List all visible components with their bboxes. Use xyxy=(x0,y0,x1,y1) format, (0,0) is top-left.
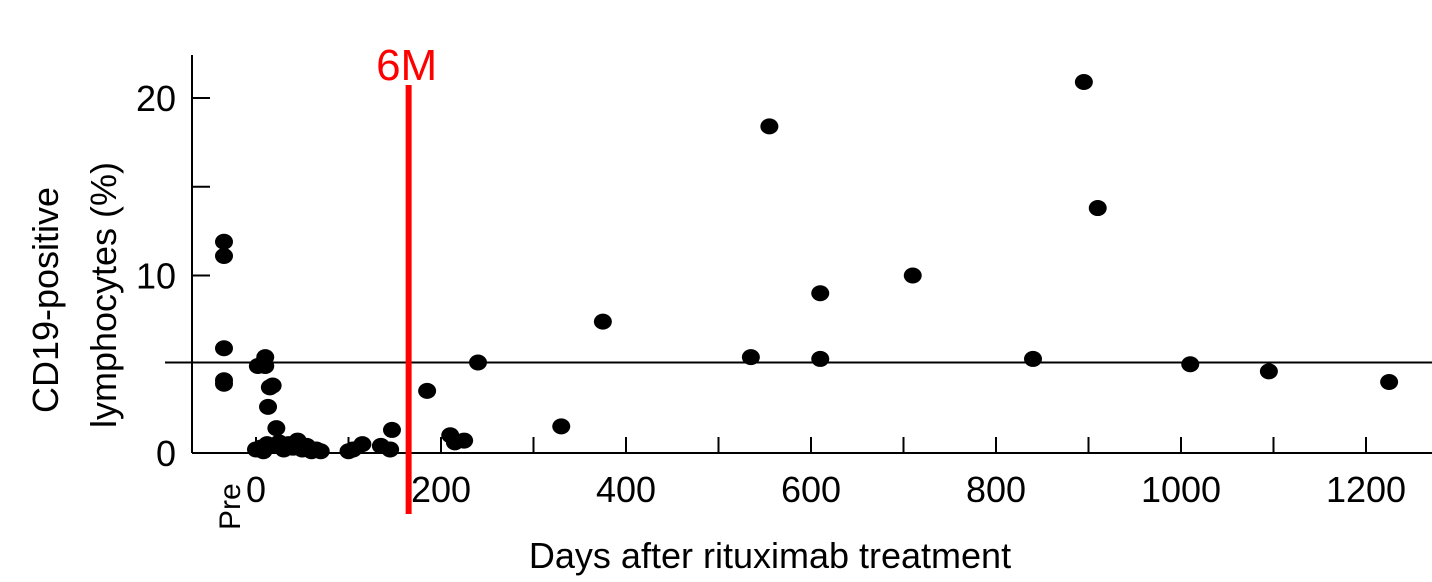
x-tick-label: 1000 xyxy=(1141,469,1221,510)
y-tick-label: 0 xyxy=(156,433,176,474)
data-point xyxy=(469,354,487,371)
data-point xyxy=(1181,356,1200,373)
pre-data-point xyxy=(215,247,233,264)
marker-line-layer: 6M xyxy=(376,41,437,514)
data-point xyxy=(267,420,286,437)
x-tick-label: 1200 xyxy=(1326,469,1406,510)
x-tick-label: 400 xyxy=(596,469,656,510)
data-point xyxy=(381,441,400,458)
data-point xyxy=(382,421,401,438)
data-point xyxy=(811,350,830,367)
y-tick-label: 10 xyxy=(136,256,176,297)
data-points xyxy=(215,74,1399,460)
x-tick-label: 800 xyxy=(966,469,1026,510)
data-point xyxy=(1074,74,1093,91)
x-tick-label: 200 xyxy=(411,469,471,510)
data-point xyxy=(741,349,760,366)
data-point xyxy=(903,267,922,284)
data-point xyxy=(593,313,612,330)
data-point xyxy=(353,436,372,453)
data-point xyxy=(455,432,474,449)
y-axis-title-line-1: CD19-positive xyxy=(25,187,66,413)
data-point xyxy=(259,398,278,415)
axis-labels: Days after rituximab treatment CD19-posi… xyxy=(25,162,1011,576)
data-point xyxy=(1380,374,1399,390)
data-point xyxy=(256,358,275,375)
pre-data-point xyxy=(215,340,233,357)
x-tick-label: 0 xyxy=(246,469,266,510)
data-point xyxy=(1259,363,1278,380)
x-axis-title: Days after rituximab treatment xyxy=(529,535,1011,576)
x-tick-label: 600 xyxy=(781,469,841,510)
data-point xyxy=(1088,200,1107,217)
data-point xyxy=(311,443,330,460)
six-month-marker-label: 6M xyxy=(376,41,437,90)
data-point xyxy=(552,418,571,435)
pre-tick-label: Pre xyxy=(214,483,247,530)
pre-data-point xyxy=(215,233,233,250)
y-axis-title: CD19-positive lymphocytes (%) xyxy=(25,162,124,428)
data-point xyxy=(811,285,830,302)
data-point xyxy=(418,382,437,399)
data-point xyxy=(1024,350,1042,367)
pre-data-point xyxy=(215,375,233,392)
y-axis-title-line-2: lymphocytes (%) xyxy=(83,162,124,428)
data-point xyxy=(263,377,282,394)
y-tick-label: 20 xyxy=(136,78,176,119)
data-point xyxy=(760,118,779,135)
